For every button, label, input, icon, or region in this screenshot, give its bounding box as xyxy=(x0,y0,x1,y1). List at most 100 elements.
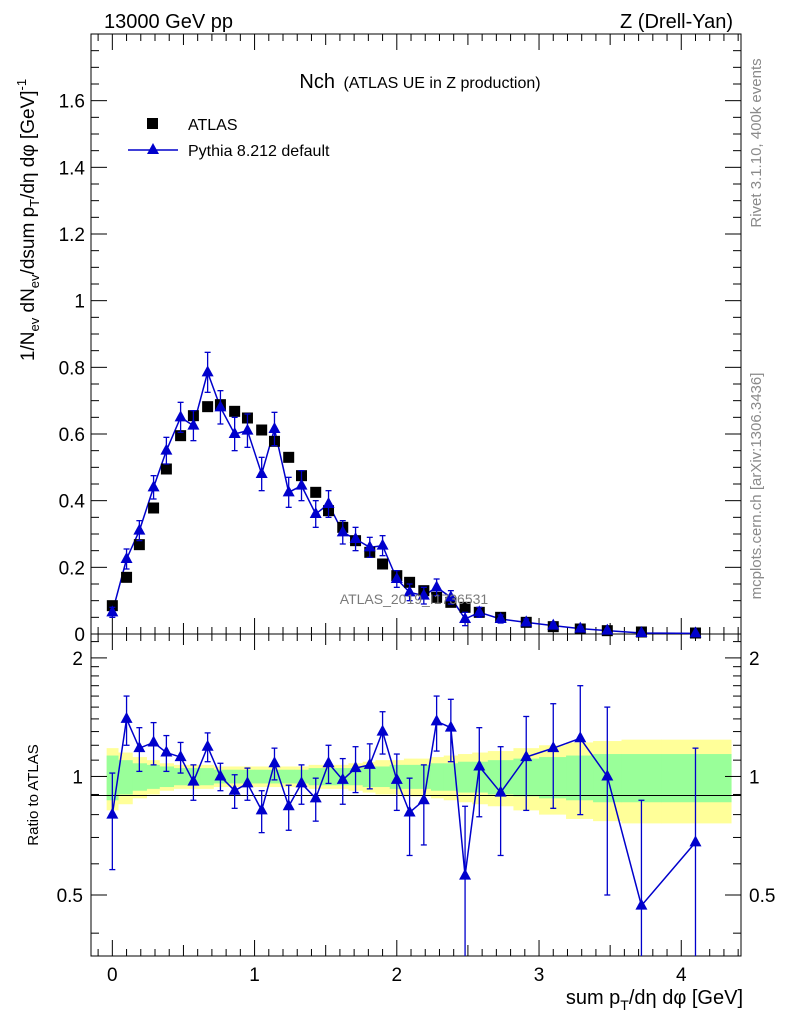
ratio-point xyxy=(473,759,486,771)
y-tick-label: 1 xyxy=(74,292,85,313)
mcplots-info: mcplots.cern.ch [arXiv:1306.3436] xyxy=(748,373,765,600)
ratio-band-green xyxy=(173,768,187,786)
pythia-point xyxy=(635,626,648,637)
x-tick-label: 4 xyxy=(676,965,687,986)
ratio-point xyxy=(444,720,457,732)
ratio-point xyxy=(174,750,187,762)
legend-atlas-label: ATLAS xyxy=(188,117,238,134)
ratio-point xyxy=(120,711,133,723)
ratio-point xyxy=(309,791,322,803)
ratio-band-green xyxy=(281,769,295,784)
pythia-point xyxy=(494,612,507,623)
pythia-point xyxy=(574,621,587,633)
atlas-point xyxy=(431,591,443,603)
pythia-point xyxy=(601,623,614,635)
header-left: 13000 GeV pp xyxy=(104,11,233,33)
main-data-marks xyxy=(106,351,702,639)
pythia-point xyxy=(282,485,295,497)
pythia-point xyxy=(241,423,254,435)
atlas-point xyxy=(459,601,471,613)
pythia-point xyxy=(363,540,376,552)
ratio-point xyxy=(494,785,507,797)
pythia-point xyxy=(133,523,146,535)
chart-title-main: Nch xyxy=(299,71,335,93)
pythia-point xyxy=(201,365,214,377)
ratio-point xyxy=(228,783,241,795)
y-tick-label: 0.8 xyxy=(59,358,85,379)
ratio-band-green xyxy=(661,754,732,803)
pythia-point xyxy=(520,615,533,627)
ratio-point xyxy=(147,735,160,747)
x-tick-label: 3 xyxy=(534,965,545,986)
ratio-point xyxy=(459,868,472,880)
pythia-point xyxy=(376,538,389,550)
ratio-point xyxy=(268,756,281,768)
ratio-band-green xyxy=(375,766,391,788)
pythia-point xyxy=(147,480,160,492)
pythia-point xyxy=(268,422,281,433)
atlas-point xyxy=(283,451,295,463)
x-tick-label: 1 xyxy=(249,965,260,986)
ratio-band-green xyxy=(308,768,322,786)
ratio-point xyxy=(214,769,227,781)
ratio-band-green xyxy=(159,766,174,788)
analysis-watermark: ATLAS_2019_I1736531 xyxy=(340,591,489,607)
pythia-point xyxy=(228,427,241,438)
atlas-point xyxy=(121,571,133,583)
ratio-tick-label: 1 xyxy=(72,767,83,788)
ratio-tick-label: 2 xyxy=(72,649,83,670)
x-tick-label: 2 xyxy=(392,965,403,986)
pythia-point xyxy=(417,588,430,600)
ratio-y-axis-label: Ratio to ATLAS xyxy=(25,744,42,845)
legend-pythia-marker xyxy=(147,143,159,154)
rivet-info: Rivet 3.1.10, 400k events xyxy=(748,58,765,227)
atlas-point xyxy=(148,502,160,514)
ratio-point xyxy=(255,803,268,815)
ratio-tick-label-right: 2 xyxy=(749,649,760,670)
ratio-point xyxy=(160,745,173,757)
y-tick-label: 0 xyxy=(74,625,85,646)
y-tick-label: 1.6 xyxy=(59,92,85,113)
ratio-point xyxy=(635,898,648,910)
chart-title: Nch (ATLAS UE in Z production) xyxy=(299,71,540,93)
x-tick-label: 0 xyxy=(107,965,118,986)
x-axis-label: sum pT/dη dφ [GeV] xyxy=(566,987,743,1013)
y-tick-label: 0.6 xyxy=(59,425,85,446)
ratio-point xyxy=(574,731,587,743)
ratio-point xyxy=(201,739,214,751)
pythia-point xyxy=(255,467,268,478)
ratio-point xyxy=(430,714,443,726)
atlas-point xyxy=(229,405,241,417)
ratio-band-green xyxy=(132,763,147,791)
ratio-uncertainty-bands xyxy=(106,739,732,824)
ratio-band-green xyxy=(430,763,445,791)
ratio-band-green xyxy=(621,754,662,803)
pythia-point xyxy=(309,507,322,518)
ratio-band-green xyxy=(146,764,160,789)
legend-pythia-label: Pythia 8.212 default xyxy=(188,143,330,160)
legend: ATLAS Pythia 8.212 default xyxy=(128,117,330,160)
pythia-point xyxy=(174,410,187,422)
ratio-band-green xyxy=(403,764,418,789)
ratio-point xyxy=(689,835,702,847)
pythia-point xyxy=(106,605,119,617)
axis-ticks: 0 0.2 0.4 0.6 0.8 1 1.2 1.4 1.6 0 1 2 3 4 0.5 0.5 1 1 2 2 xyxy=(57,34,775,986)
pythia-point xyxy=(322,497,335,508)
atlas-point xyxy=(404,576,416,588)
ratio-point xyxy=(363,757,376,769)
atlas-point xyxy=(133,539,145,551)
ratio-point xyxy=(547,741,560,753)
ratio-point xyxy=(376,724,389,736)
pythia-point xyxy=(459,612,472,623)
pythia-point xyxy=(160,443,173,455)
y-tick-label: 1.4 xyxy=(59,158,86,179)
ratio-point xyxy=(390,772,403,784)
pythia-point xyxy=(403,585,416,597)
pythia-point xyxy=(473,605,486,617)
pythia-point xyxy=(295,478,308,490)
pythia-point xyxy=(430,580,443,592)
ratio-point xyxy=(295,776,308,788)
header-right: Z (Drell-Yan) xyxy=(620,11,733,33)
pythia-point xyxy=(390,572,403,583)
